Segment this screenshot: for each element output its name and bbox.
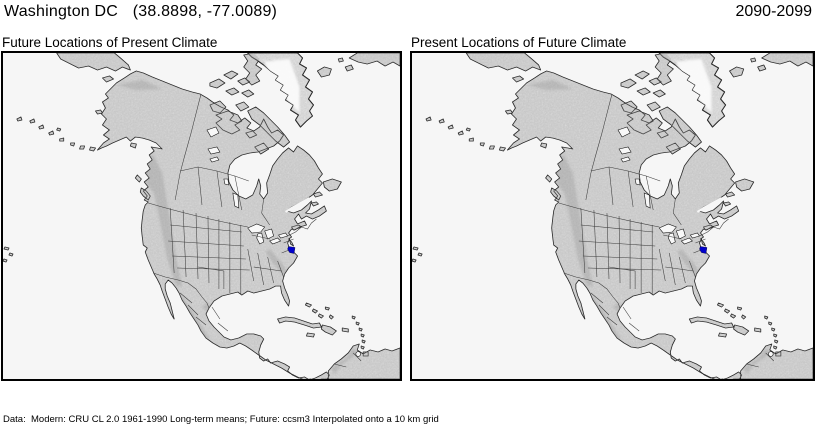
- map-title-future-locations: Future Locations of Present Climate: [2, 35, 218, 50]
- map-title-present-locations: Present Locations of Future Climate: [411, 35, 627, 50]
- north-america-map: [3, 53, 400, 379]
- period-label: 2090-2099: [735, 3, 812, 20]
- caption: Data: Modern: CRU CL 2.0 1961-1990 Long-…: [3, 386, 687, 443]
- page-title: Washington DC (38.8898, -77.0089): [4, 3, 277, 21]
- north-america-map: [412, 53, 813, 379]
- location-coordinates: (38.8898, -77.0089): [132, 3, 278, 20]
- map-future-locations-of-present-climate: [1, 51, 402, 381]
- caption-line-data: Data: Modern: CRU CL 2.0 1961-1990 Long-…: [3, 414, 439, 425]
- map-present-locations-of-future-climate: [410, 51, 815, 381]
- location-name: Washington DC: [4, 3, 119, 20]
